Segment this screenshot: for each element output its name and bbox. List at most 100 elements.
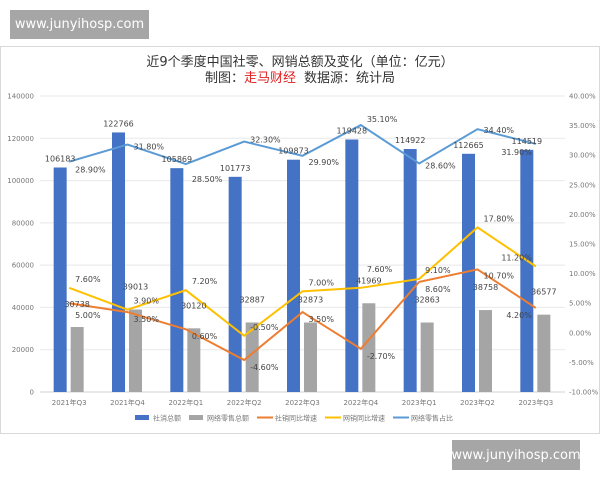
bar-label: 101773 <box>220 164 251 173</box>
y-right-tick: 25.00% <box>569 181 596 189</box>
bar-label: 32873 <box>298 295 323 304</box>
bar-label: 36577 <box>531 288 556 297</box>
legend-swatch <box>189 415 203 420</box>
bar-label: 32887 <box>239 295 264 304</box>
bar-total <box>170 168 184 392</box>
y-left-tick: 40000 <box>12 304 34 312</box>
x-tick: 2022年Q1 <box>168 398 203 407</box>
bar-label: 105869 <box>162 155 193 164</box>
chart-subtitle: 制图：走马财经 数据源：统计局 <box>205 71 395 86</box>
line-label: 31.80% <box>134 143 165 152</box>
y-left-tick: 120000 <box>7 135 34 143</box>
x-tick: 2023年Q3 <box>518 398 553 407</box>
x-tick: 2023年Q2 <box>460 398 495 407</box>
y-right-tick: -5.00% <box>569 359 594 367</box>
bar-total <box>345 139 359 392</box>
line-label: 4.20% <box>506 311 532 320</box>
line-label: 10.70% <box>484 271 515 280</box>
bar-online <box>304 322 317 392</box>
legend-label: 社消总额 <box>153 414 181 423</box>
bar-label: 122766 <box>103 119 134 128</box>
line-label: -2.70% <box>367 352 396 361</box>
line-label: 8.60% <box>425 285 451 294</box>
bar-label: 109873 <box>278 147 309 156</box>
line-label: 29.90% <box>309 158 340 167</box>
line-label: -0.50% <box>250 323 279 332</box>
bar-total <box>228 176 242 392</box>
line-label: 3.50% <box>134 315 160 324</box>
bar-label: 119428 <box>337 126 368 135</box>
legend-label: 网络零售总额 <box>207 414 249 423</box>
chart-title: 近9个季度中国社零、网销总额及变化（单位：亿元） <box>146 54 453 70</box>
y-right-tick: 5.00% <box>569 300 592 308</box>
line-label: 5.00% <box>75 311 101 320</box>
bar-total <box>287 159 300 392</box>
y-right-tick: 40.00% <box>569 93 596 101</box>
bar-online <box>129 309 142 392</box>
watermark-top: www.junyihosp.com <box>10 10 149 39</box>
bar-online <box>187 328 201 392</box>
line-label: 28.50% <box>192 175 223 184</box>
y-right-tick: -10.00% <box>569 389 599 397</box>
line-label: 32.30% <box>250 136 281 145</box>
legend-swatch <box>135 415 149 420</box>
bar-total <box>520 149 534 392</box>
y-right-tick: 20.00% <box>569 211 596 219</box>
bar-total <box>403 149 417 392</box>
legend-label: 网络零售占比 <box>411 414 453 423</box>
x-tick: 2022年Q4 <box>343 398 378 407</box>
bar-total <box>112 132 125 392</box>
subtitle-source: 数据源：统计局 <box>304 71 395 86</box>
x-tick: 2021年Q3 <box>52 398 87 407</box>
bar-online <box>537 314 551 392</box>
y-left-tick: 0 <box>30 389 34 397</box>
y-right-tick: 15.00% <box>569 241 596 249</box>
watermark-bottom: www.junyihosp.com <box>451 440 581 470</box>
bar-label: 38758 <box>473 283 498 292</box>
bar-label: 30120 <box>181 301 206 310</box>
line-label: -4.60% <box>250 363 279 372</box>
bar-online <box>479 310 492 392</box>
line-label: 35.10% <box>367 115 398 124</box>
line-label: 31.90% <box>501 148 532 157</box>
legend-label: 社销同比增速 <box>275 414 317 423</box>
bar-label: 112665 <box>453 141 484 150</box>
x-tick: 2022年Q3 <box>285 398 320 407</box>
line-label: 9.10% <box>425 266 451 275</box>
y-right-tick: 10.00% <box>569 270 596 278</box>
bar-label: 106183 <box>45 154 76 163</box>
bar-label: 41969 <box>356 276 381 285</box>
y-right-tick: 30.00% <box>569 152 596 160</box>
line-label: 17.80% <box>484 214 515 223</box>
bar-online <box>420 322 434 392</box>
line-label: 28.90% <box>75 166 106 175</box>
y-right-tick: 0.00% <box>569 329 592 337</box>
x-tick: 2023年Q1 <box>402 398 437 407</box>
y-left-tick: 140000 <box>7 93 34 101</box>
line-label: 28.60% <box>425 161 456 170</box>
line-label: 7.60% <box>367 265 393 274</box>
line-label: 7.60% <box>75 275 101 284</box>
y-left-tick: 80000 <box>12 219 34 227</box>
bar-online <box>70 327 84 392</box>
line-label: 7.20% <box>192 277 218 286</box>
y-left-tick: 20000 <box>12 346 34 354</box>
bar-label: 39013 <box>123 283 148 292</box>
bar-total <box>462 153 475 392</box>
y-left-tick: 60000 <box>12 262 34 270</box>
bar-total <box>53 167 67 392</box>
line-label: 3.50% <box>309 315 335 324</box>
line-label: 0.60% <box>192 332 218 341</box>
bar-label: 30738 <box>64 300 89 309</box>
bar-online <box>245 322 259 392</box>
bar-online <box>362 303 376 392</box>
line-label: 34.40% <box>484 126 515 135</box>
line-label: 11.20% <box>501 253 532 262</box>
bar-label: 32863 <box>414 296 439 305</box>
line-label: 7.00% <box>309 278 335 287</box>
x-tick: 2022年Q2 <box>227 398 262 407</box>
subtitle-brand: 走马财经 <box>244 71 296 86</box>
subtitle-prefix: 制图： <box>205 71 244 86</box>
y-right-tick: 35.00% <box>569 122 596 130</box>
